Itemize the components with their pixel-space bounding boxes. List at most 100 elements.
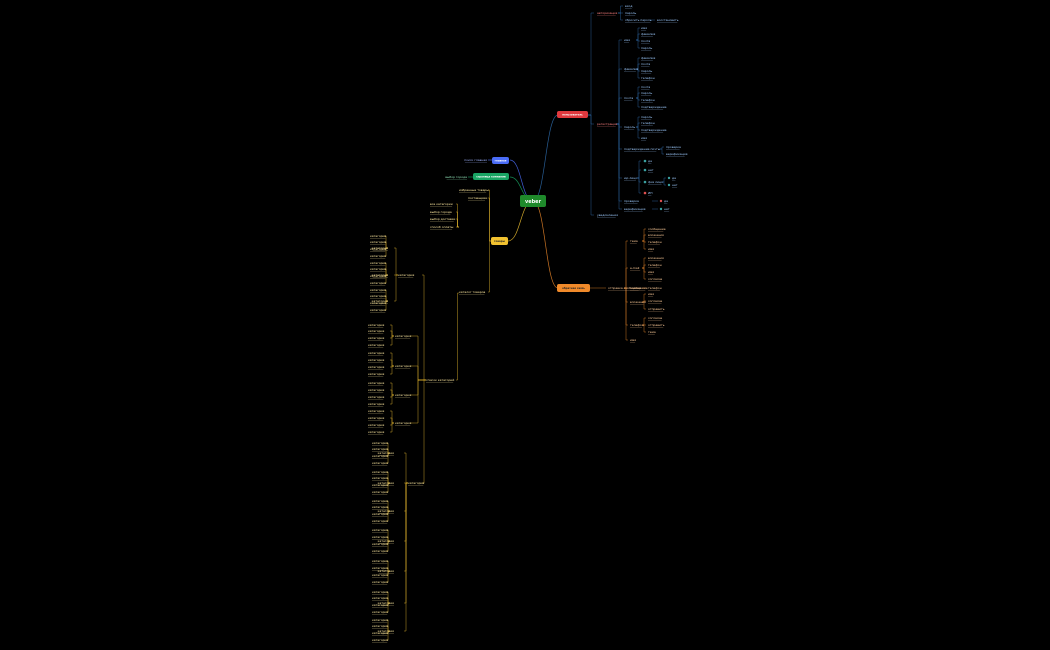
branch-orange[interactable]: обратная связь bbox=[557, 284, 590, 292]
node-label[interactable]: выбор города bbox=[430, 210, 452, 214]
node-label[interactable]: категория bbox=[372, 454, 389, 458]
node-label[interactable]: телефон bbox=[641, 76, 655, 80]
node-label[interactable]: почта bbox=[641, 85, 650, 89]
node-label[interactable]: поиск главная bbox=[464, 158, 487, 162]
node-label[interactable]: регистрация bbox=[597, 122, 617, 126]
node-label[interactable]: фамилия bbox=[641, 56, 655, 60]
node-label[interactable]: почта bbox=[641, 62, 650, 66]
node-label[interactable]: да bbox=[672, 176, 676, 180]
node-label[interactable]: пароль bbox=[624, 125, 635, 129]
node-label[interactable]: категория bbox=[368, 343, 385, 347]
node-label[interactable]: сбросить пароль bbox=[625, 18, 652, 22]
node-label[interactable]: проверка bbox=[666, 145, 681, 149]
node-label[interactable]: имя bbox=[641, 136, 647, 140]
node-label[interactable]: категория bbox=[368, 388, 385, 392]
node-label[interactable]: категория bbox=[372, 441, 389, 445]
node-label[interactable]: категория bbox=[372, 528, 389, 532]
node-label[interactable]: категория bbox=[370, 254, 387, 258]
node-label[interactable]: согласие bbox=[648, 299, 662, 303]
branch-green[interactable]: страница компании bbox=[473, 173, 509, 180]
node-label[interactable]: отправка сообщения bbox=[608, 286, 641, 290]
node-label[interactable]: телефон bbox=[641, 98, 655, 102]
node-label[interactable]: категория bbox=[368, 336, 385, 340]
node-label[interactable]: телефон bbox=[641, 121, 655, 125]
node-label[interactable]: вложения bbox=[630, 300, 646, 304]
node-label[interactable]: категория bbox=[372, 490, 389, 494]
node-label[interactable]: категория bbox=[372, 566, 389, 570]
node-label[interactable]: категория bbox=[370, 274, 387, 278]
node-label[interactable]: категория bbox=[370, 308, 387, 312]
node-label[interactable]: категория bbox=[372, 590, 389, 594]
node-label[interactable]: категория bbox=[370, 281, 387, 285]
node-label[interactable]: категория bbox=[372, 273, 389, 277]
node-label[interactable]: категория bbox=[370, 261, 387, 265]
node-label[interactable]: категория bbox=[368, 365, 385, 369]
node-label[interactable]: телефон bbox=[648, 286, 662, 290]
node-label[interactable]: категория bbox=[370, 294, 387, 298]
node-label[interactable]: категория bbox=[372, 638, 389, 642]
node-label[interactable]: пароль bbox=[641, 46, 652, 50]
node-label[interactable]: отправить bbox=[648, 307, 665, 311]
node-label[interactable]: e-mail bbox=[630, 266, 640, 270]
node-label[interactable]: отправить bbox=[648, 323, 665, 327]
node-label[interactable]: категория bbox=[372, 499, 389, 503]
node-label[interactable]: нет bbox=[672, 183, 678, 187]
node-label[interactable]: категория bbox=[398, 273, 415, 277]
node-label[interactable]: каталог товаров bbox=[459, 290, 485, 294]
node-label[interactable]: тема bbox=[630, 239, 638, 243]
node-label[interactable]: категория bbox=[372, 549, 389, 553]
node-label[interactable]: категория bbox=[370, 240, 387, 244]
node-label[interactable]: категория bbox=[372, 483, 389, 487]
node-label[interactable]: имя bbox=[648, 270, 654, 274]
node-label[interactable]: категория bbox=[372, 596, 389, 600]
node-label[interactable]: категория bbox=[368, 381, 385, 385]
node-label[interactable]: категория bbox=[395, 334, 412, 338]
node-label[interactable]: категория bbox=[372, 470, 389, 474]
node-label[interactable]: выбор города bbox=[445, 175, 467, 179]
root-node[interactable]: veber bbox=[520, 195, 546, 207]
node-label[interactable]: да bbox=[648, 159, 652, 163]
node-label[interactable]: категория bbox=[372, 476, 389, 480]
node-label[interactable]: категория bbox=[368, 358, 385, 362]
node-label[interactable]: категория bbox=[372, 535, 389, 539]
node-label[interactable]: пароль bbox=[641, 91, 652, 95]
node-label[interactable]: категория bbox=[408, 481, 425, 485]
node-label[interactable]: телефон bbox=[648, 240, 662, 244]
node-label[interactable]: подтверждение bbox=[641, 128, 667, 132]
branch-yellow[interactable]: товары bbox=[491, 237, 508, 245]
node-label[interactable]: пароль bbox=[641, 115, 652, 119]
node-label[interactable]: выбор доставки bbox=[430, 217, 455, 221]
node-label[interactable]: категория bbox=[372, 519, 389, 523]
node-label[interactable]: имя bbox=[630, 338, 636, 342]
node-label[interactable]: категория bbox=[372, 618, 389, 622]
node-label[interactable]: пароль bbox=[641, 69, 652, 73]
node-label[interactable]: категория bbox=[372, 447, 389, 451]
node-label[interactable]: поставщики bbox=[468, 196, 487, 200]
node-label[interactable]: категория bbox=[372, 542, 389, 546]
node-label[interactable]: фамилия bbox=[624, 67, 638, 71]
node-label[interactable]: категория bbox=[368, 372, 385, 376]
branch-red[interactable]: пользователь bbox=[557, 111, 588, 118]
node-label[interactable]: категория bbox=[368, 430, 385, 434]
node-label[interactable]: способ оплаты bbox=[430, 225, 454, 229]
node-label[interactable]: юр лицо bbox=[624, 176, 637, 180]
node-label[interactable]: категория bbox=[378, 601, 395, 605]
node-label[interactable]: категория bbox=[372, 610, 389, 614]
node-label[interactable]: подтверждение почты bbox=[624, 147, 661, 151]
node-label[interactable]: категория bbox=[370, 247, 387, 251]
node-label[interactable]: категория bbox=[372, 246, 389, 250]
node-label[interactable]: все категории bbox=[430, 202, 453, 206]
node-label[interactable]: категория bbox=[378, 509, 395, 513]
node-label[interactable]: авторизация bbox=[597, 11, 617, 15]
node-label[interactable]: категория bbox=[368, 351, 385, 355]
node-label[interactable]: категория bbox=[378, 569, 395, 573]
node-label[interactable]: проверка bbox=[624, 199, 639, 203]
node-label[interactable]: физ лицо bbox=[648, 180, 663, 184]
node-label[interactable]: нет bbox=[664, 207, 670, 211]
node-label[interactable]: категория bbox=[372, 631, 389, 635]
node-label[interactable]: категория bbox=[372, 299, 389, 303]
node-label[interactable]: категория bbox=[368, 423, 385, 427]
node-label[interactable]: категория bbox=[370, 288, 387, 292]
node-label[interactable]: да bbox=[664, 199, 668, 203]
node-label[interactable]: категория bbox=[372, 559, 389, 563]
